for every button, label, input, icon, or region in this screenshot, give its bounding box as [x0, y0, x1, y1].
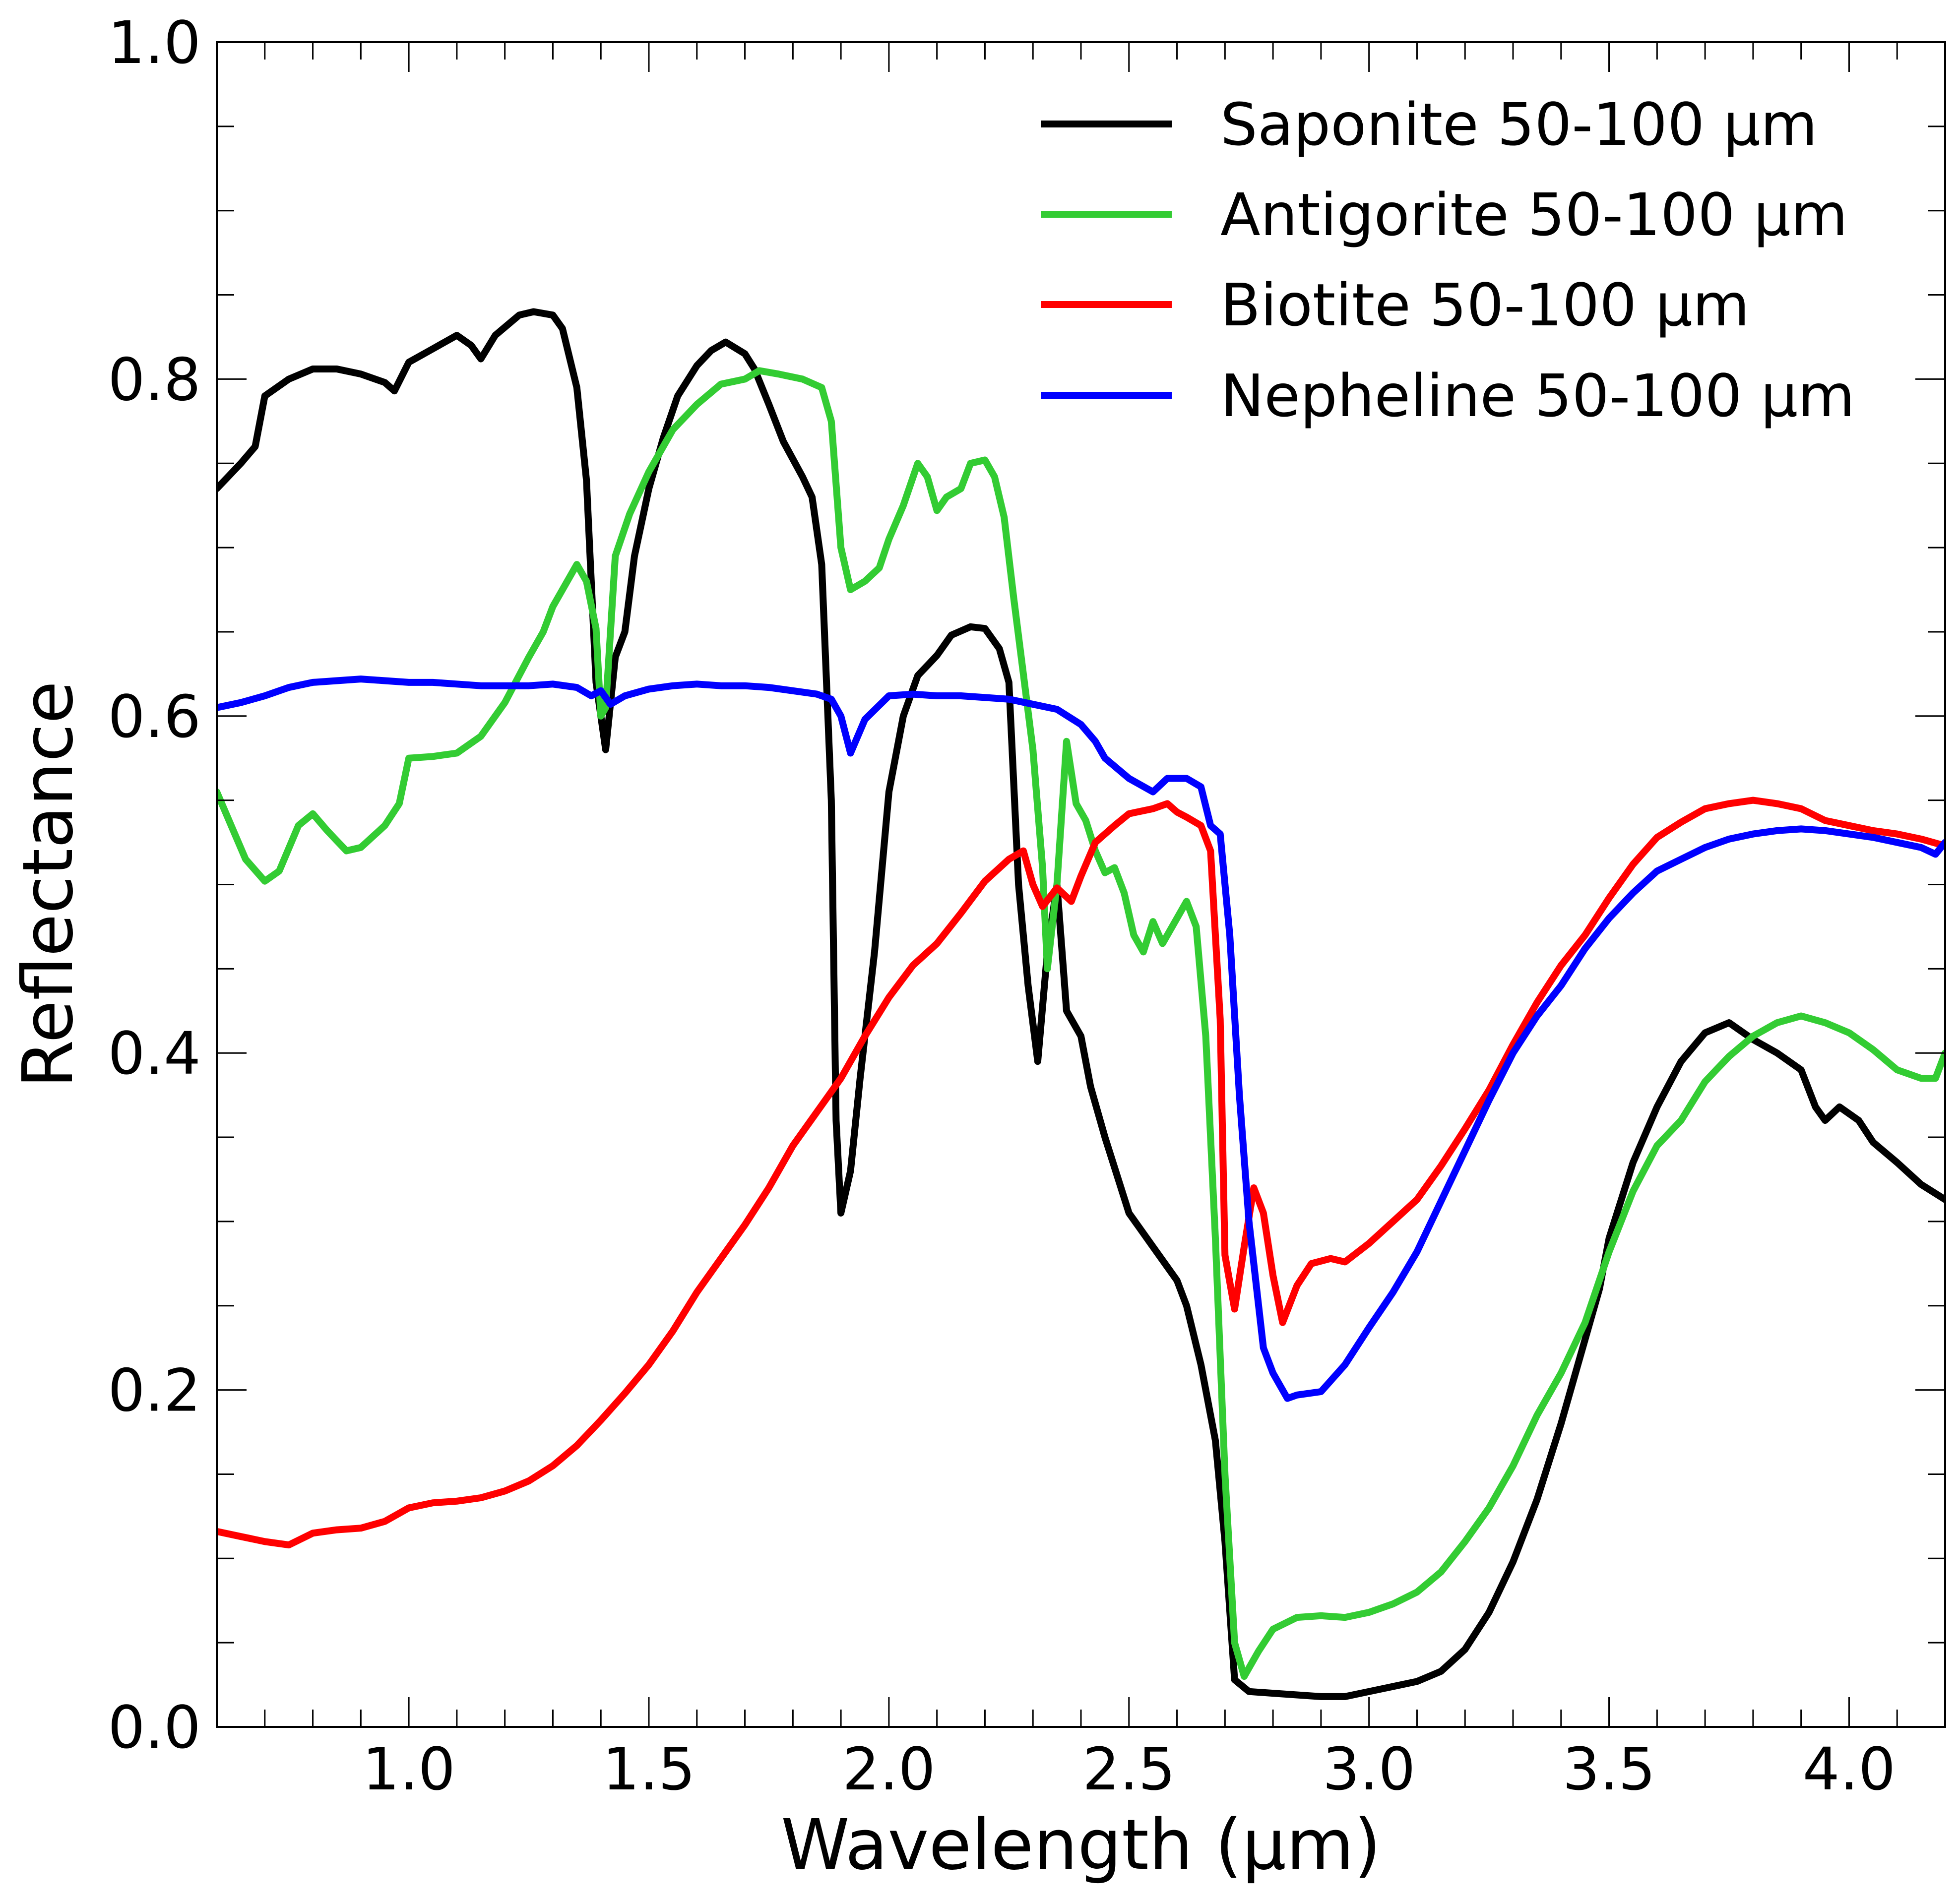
- x-tick-label: 3.5: [1563, 1735, 1656, 1803]
- legend-label-2: Antigorite 50-100 µm: [1220, 181, 1848, 249]
- x-tick-label: 2.0: [842, 1735, 936, 1803]
- series-line-4: [217, 675, 1945, 1402]
- legend-label-1: Saponite 50-100 µm: [1220, 90, 1818, 159]
- x-tick-label: 1.0: [362, 1735, 455, 1803]
- legend-label-3: Biotite 50-100 µm: [1220, 271, 1750, 339]
- y-axis-title: Reflectance: [8, 681, 89, 1088]
- legend-label-4: Nepheline 50-100 µm: [1220, 362, 1855, 430]
- y-tick-label: 0.8: [108, 345, 201, 414]
- series-lines: [217, 308, 1945, 1700]
- y-tick-label: 1.0: [108, 8, 201, 77]
- x-tick-label: 4.0: [1803, 1735, 1896, 1803]
- x-tick-label: 3.0: [1323, 1735, 1416, 1803]
- series-line-2: [217, 367, 1945, 1680]
- y-tick-label: 0.4: [108, 1019, 201, 1088]
- x-tick-label: 1.5: [602, 1735, 695, 1803]
- axis-ticks: 1.0 1.5 2.0 2.5 3.0 3.5 4.0 0.0 0.2 0.4 0.6 0.8 1.0: [108, 8, 1945, 1803]
- y-tick-label: 0.6: [108, 682, 201, 751]
- legend: Saponite 50-100 µm Antigorite 50-100 µm Bi…: [1041, 90, 1855, 430]
- y-tick-label: 0.0: [108, 1693, 201, 1762]
- y-tick-label: 0.2: [108, 1356, 201, 1425]
- x-tick-label: 2.5: [1082, 1735, 1176, 1803]
- x-axis-title: Wavelength (μm): [781, 1805, 1381, 1886]
- plot-frame: [216, 41, 1946, 1728]
- series-line-3: [217, 797, 1945, 1549]
